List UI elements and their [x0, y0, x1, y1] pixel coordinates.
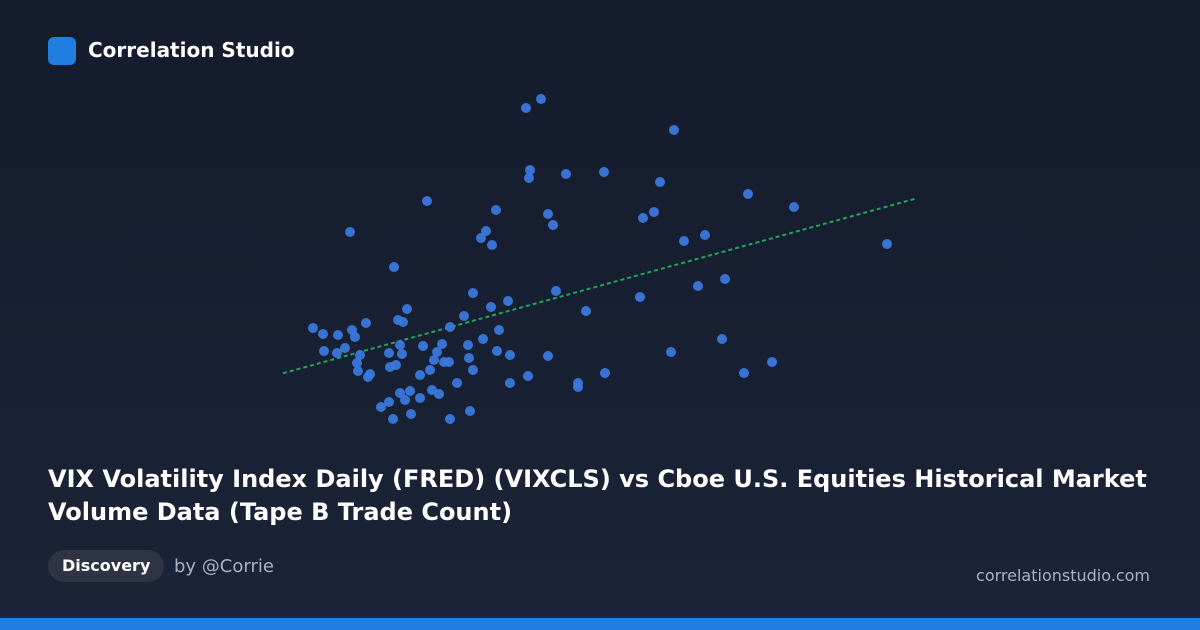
- point: [418, 341, 428, 351]
- point: [543, 209, 553, 219]
- point: [395, 388, 405, 398]
- point: [743, 189, 753, 199]
- point: [345, 227, 355, 237]
- point: [388, 414, 398, 424]
- point: [551, 286, 561, 296]
- point: [492, 346, 502, 356]
- point: [429, 355, 439, 365]
- point: [444, 357, 454, 367]
- point: [363, 372, 373, 382]
- point: [524, 173, 534, 183]
- point: [405, 386, 415, 396]
- point: [599, 167, 609, 177]
- point: [767, 357, 777, 367]
- point: [693, 281, 703, 291]
- point: [422, 196, 432, 206]
- point: [638, 213, 648, 223]
- point: [505, 378, 515, 388]
- point: [434, 389, 444, 399]
- point: [384, 348, 394, 358]
- footer-bar: [0, 618, 1200, 630]
- point: [720, 274, 730, 284]
- point: [389, 262, 399, 272]
- point: [679, 236, 689, 246]
- point: [376, 402, 386, 412]
- point: [445, 414, 455, 424]
- point: [355, 350, 365, 360]
- chart: [282, 94, 916, 424]
- point: [402, 304, 412, 314]
- point: [452, 378, 462, 388]
- point: [353, 366, 363, 376]
- point: [415, 370, 425, 380]
- point: [318, 329, 328, 339]
- point: [319, 346, 329, 356]
- point: [882, 239, 892, 249]
- point: [548, 220, 558, 230]
- point: [717, 334, 727, 344]
- point: [332, 348, 342, 358]
- point: [340, 343, 350, 353]
- point: [581, 306, 591, 316]
- point: [391, 360, 401, 370]
- point: [400, 395, 410, 405]
- point: [445, 322, 455, 332]
- point: [649, 207, 659, 217]
- point: [361, 318, 371, 328]
- point: [432, 347, 442, 357]
- point: [350, 332, 360, 342]
- point: [465, 406, 475, 416]
- point: [521, 103, 531, 113]
- point: [468, 288, 478, 298]
- point: [406, 409, 416, 419]
- point: [486, 302, 496, 312]
- brand: Correlation Studio: [88, 38, 295, 62]
- point: [523, 371, 533, 381]
- trend-line: [282, 197, 916, 375]
- point: [437, 339, 447, 349]
- point: [398, 317, 408, 327]
- point: [573, 382, 583, 392]
- author[interactable]: by @Corrie: [174, 556, 274, 577]
- point: [464, 353, 474, 363]
- point: [395, 340, 405, 350]
- point: [669, 125, 679, 135]
- point: [655, 177, 665, 187]
- point: [384, 397, 394, 407]
- point: [478, 334, 488, 344]
- point: [491, 205, 501, 215]
- point: [700, 230, 710, 240]
- point: [635, 292, 645, 302]
- point: [561, 169, 571, 179]
- point: [468, 365, 478, 375]
- point: [666, 347, 676, 357]
- point: [425, 365, 435, 375]
- point: [397, 349, 407, 359]
- point: [525, 165, 535, 175]
- point: [536, 94, 546, 104]
- tag[interactable]: Discovery: [48, 550, 165, 582]
- point: [505, 350, 515, 360]
- title: VIX Volatility Index Daily (FRED) (VIXCL…: [48, 465, 1147, 526]
- point: [503, 296, 513, 306]
- point: [308, 323, 318, 333]
- point: [543, 351, 553, 361]
- point: [459, 311, 469, 321]
- point: [415, 393, 425, 403]
- point: [352, 358, 362, 368]
- point: [463, 340, 473, 350]
- point: [476, 233, 486, 243]
- point: [487, 240, 497, 250]
- logo: [48, 37, 76, 65]
- site[interactable]: correlationstudio.com: [976, 566, 1150, 585]
- point: [494, 325, 504, 335]
- point: [481, 226, 491, 236]
- point: [789, 202, 799, 212]
- point: [739, 368, 749, 378]
- point: [600, 368, 610, 378]
- point: [333, 330, 343, 340]
